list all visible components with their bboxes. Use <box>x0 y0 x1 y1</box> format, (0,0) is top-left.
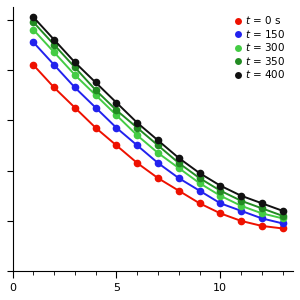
$t$ = 350 <box>115 108 118 112</box>
$t$ = 400 <box>198 171 201 175</box>
$t$ = 400 <box>177 156 181 160</box>
$t$ = 350 <box>94 88 98 92</box>
$t$ = 400 <box>32 15 35 19</box>
$t$ = 0 s <box>115 144 118 147</box>
$t$ = 300 <box>281 217 284 220</box>
$t$ = 350 <box>52 43 56 46</box>
$t$ = 150 <box>94 106 98 110</box>
$t$ = 300 <box>94 93 98 97</box>
$t$ = 400 <box>239 194 243 197</box>
$t$ = 0 s <box>198 202 201 205</box>
$t$ = 300 <box>177 166 181 170</box>
$t$ = 300 <box>135 134 139 137</box>
$t$ = 400 <box>156 139 160 142</box>
$t$ = 0 s <box>281 227 284 230</box>
Line: $t$ = 350: $t$ = 350 <box>30 19 286 219</box>
$t$ = 150 <box>115 126 118 130</box>
$t$ = 300 <box>32 28 35 31</box>
$t$ = 300 <box>73 73 76 77</box>
$t$ = 350 <box>260 206 264 210</box>
$t$ = 350 <box>156 144 160 147</box>
Line: $t$ = 0 s: $t$ = 0 s <box>30 62 286 232</box>
$t$ = 300 <box>115 113 118 117</box>
Legend: $t$ = 0 s, $t$ = 150, $t$ = 300, $t$ = 350, $t$ = 400: $t$ = 0 s, $t$ = 150, $t$ = 300, $t$ = 3… <box>233 12 288 82</box>
Line: $t$ = 150: $t$ = 150 <box>30 39 286 226</box>
$t$ = 150 <box>52 63 56 67</box>
Line: $t$ = 300: $t$ = 300 <box>30 26 286 221</box>
$t$ = 400 <box>52 38 56 41</box>
$t$ = 400 <box>73 61 76 64</box>
$t$ = 350 <box>239 199 243 202</box>
$t$ = 150 <box>73 86 76 89</box>
$t$ = 0 s <box>260 224 264 228</box>
$t$ = 0 s <box>239 219 243 223</box>
$t$ = 400 <box>260 202 264 205</box>
$t$ = 400 <box>135 121 139 124</box>
$t$ = 0 s <box>32 63 35 67</box>
$t$ = 150 <box>218 202 222 205</box>
$t$ = 150 <box>260 217 264 220</box>
$t$ = 300 <box>218 194 222 197</box>
$t$ = 350 <box>218 189 222 193</box>
$t$ = 350 <box>32 20 35 24</box>
Line: $t$ = 400: $t$ = 400 <box>30 14 286 214</box>
$t$ = 150 <box>239 209 243 213</box>
$t$ = 150 <box>135 144 139 147</box>
$t$ = 400 <box>281 209 284 213</box>
$t$ = 150 <box>156 161 160 165</box>
$t$ = 150 <box>281 222 284 225</box>
$t$ = 350 <box>281 214 284 218</box>
$t$ = 0 s <box>177 189 181 193</box>
$t$ = 350 <box>198 176 201 180</box>
$t$ = 350 <box>135 126 139 130</box>
$t$ = 350 <box>73 66 76 69</box>
$t$ = 0 s <box>156 176 160 180</box>
$t$ = 150 <box>198 189 201 193</box>
$t$ = 0 s <box>135 161 139 165</box>
$t$ = 400 <box>115 101 118 104</box>
$t$ = 400 <box>218 184 222 188</box>
$t$ = 300 <box>198 181 201 185</box>
$t$ = 0 s <box>73 106 76 110</box>
$t$ = 400 <box>94 81 98 84</box>
$t$ = 0 s <box>218 212 222 215</box>
$t$ = 150 <box>32 40 35 44</box>
$t$ = 300 <box>156 151 160 155</box>
$t$ = 150 <box>177 176 181 180</box>
$t$ = 300 <box>239 204 243 208</box>
$t$ = 300 <box>52 50 56 54</box>
$t$ = 300 <box>260 212 264 215</box>
$t$ = 350 <box>177 161 181 165</box>
$t$ = 0 s <box>94 126 98 130</box>
$t$ = 0 s <box>52 86 56 89</box>
